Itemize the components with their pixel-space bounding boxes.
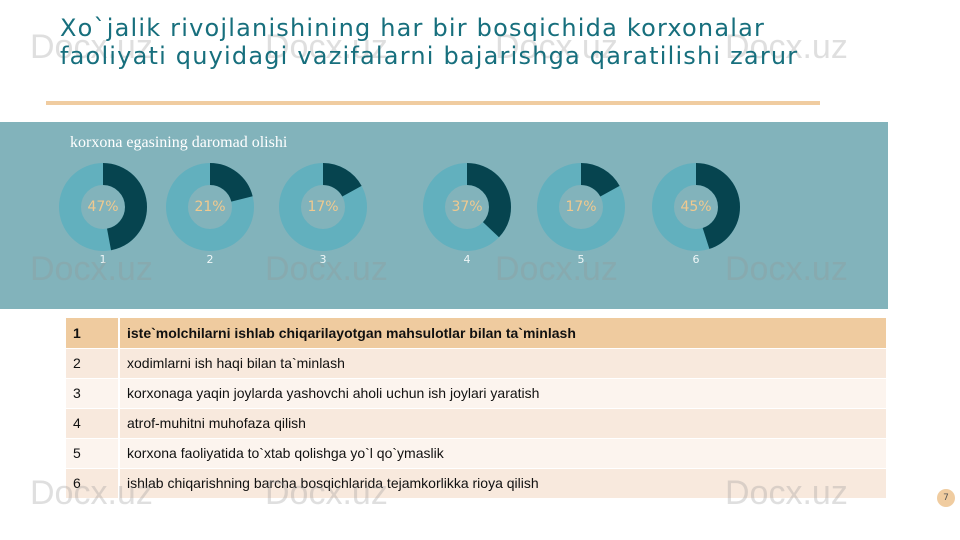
donut-segment xyxy=(59,163,147,251)
donut-segment xyxy=(279,163,367,251)
donut-chart-4: 37% xyxy=(423,163,511,251)
row-number: 5 xyxy=(66,438,120,469)
donut-segment xyxy=(652,163,740,251)
row-text: atrof-muhitni muhofaza qilish xyxy=(119,408,886,439)
donut-svg xyxy=(166,163,254,251)
row-text: korxona faoliyatida to`xtab qolishga yo`… xyxy=(119,438,886,469)
table-row: 4 atrof-muhitni muhofaza qilish xyxy=(66,408,886,439)
table-row: 6 ishlab chiqarishning barcha bosqichlari… xyxy=(66,468,886,499)
donut-chart-2: 21% xyxy=(166,163,254,251)
donut-svg xyxy=(279,163,367,251)
row-text: korxonaga yaqin joylarda yashovchi aholi… xyxy=(119,378,886,409)
donut-label: 4 xyxy=(463,253,471,266)
table-row: 2 xodimlarni ish haqi bilan ta`minlash xyxy=(66,348,886,379)
donut-percent: 45% xyxy=(680,199,712,215)
donut-chart-6: 45% xyxy=(652,163,740,251)
row-number: 6 xyxy=(66,468,120,499)
row-number: 2 xyxy=(66,348,120,379)
donut-segment xyxy=(423,163,511,251)
donut-segment xyxy=(537,163,625,251)
row-number: 1 xyxy=(66,318,120,349)
donut-svg xyxy=(652,163,740,251)
donut-svg xyxy=(423,163,511,251)
table-row: 3 korxonaga yaqin joylarda yashovchi ahol… xyxy=(66,378,886,409)
title-underline xyxy=(46,101,820,105)
donut-svg xyxy=(59,163,147,251)
row-text: xodimlarni ish haqi bilan ta`minlash xyxy=(119,348,886,379)
donut-percent: 37% xyxy=(451,199,483,215)
donut-percent: 17% xyxy=(307,199,339,215)
donut-percent: 21% xyxy=(194,199,226,215)
table-row: 5 korxona faoliyatida to`xtab qolishga yo… xyxy=(66,438,886,469)
tasks-table: 1 iste`molchilarni ishlab chiqarilayotgan… xyxy=(66,318,886,499)
donut-chart-5: 17% xyxy=(537,163,625,251)
page-number: 7 xyxy=(937,489,955,507)
row-text: ishlab chiqarishning barcha bosqichlarid… xyxy=(119,468,886,499)
donut-label: 5 xyxy=(577,253,585,266)
donut-segment xyxy=(166,163,254,251)
chart-subtitle: korxona egasining daromad olishi xyxy=(70,134,288,151)
donut-chart-3: 17% xyxy=(279,163,367,251)
row-number: 4 xyxy=(66,408,120,439)
donut-percent: 47% xyxy=(87,199,119,215)
row-number: 3 xyxy=(66,378,120,409)
donut-label: 3 xyxy=(319,253,327,266)
donut-chart-1: 47% xyxy=(59,163,147,251)
donut-percent: 17% xyxy=(565,199,597,215)
donut-label: 6 xyxy=(692,253,700,266)
donut-label: 1 xyxy=(99,253,107,266)
donut-label: 2 xyxy=(206,253,214,266)
donut-svg xyxy=(537,163,625,251)
table-row: 1 iste`molchilarni ishlab chiqarilayotgan… xyxy=(66,318,886,349)
row-text: iste`molchilarni ishlab chiqarilayotgan … xyxy=(119,318,886,349)
slide-title: Xo`jalik rivojlanishining har bir bosqic… xyxy=(60,14,799,70)
